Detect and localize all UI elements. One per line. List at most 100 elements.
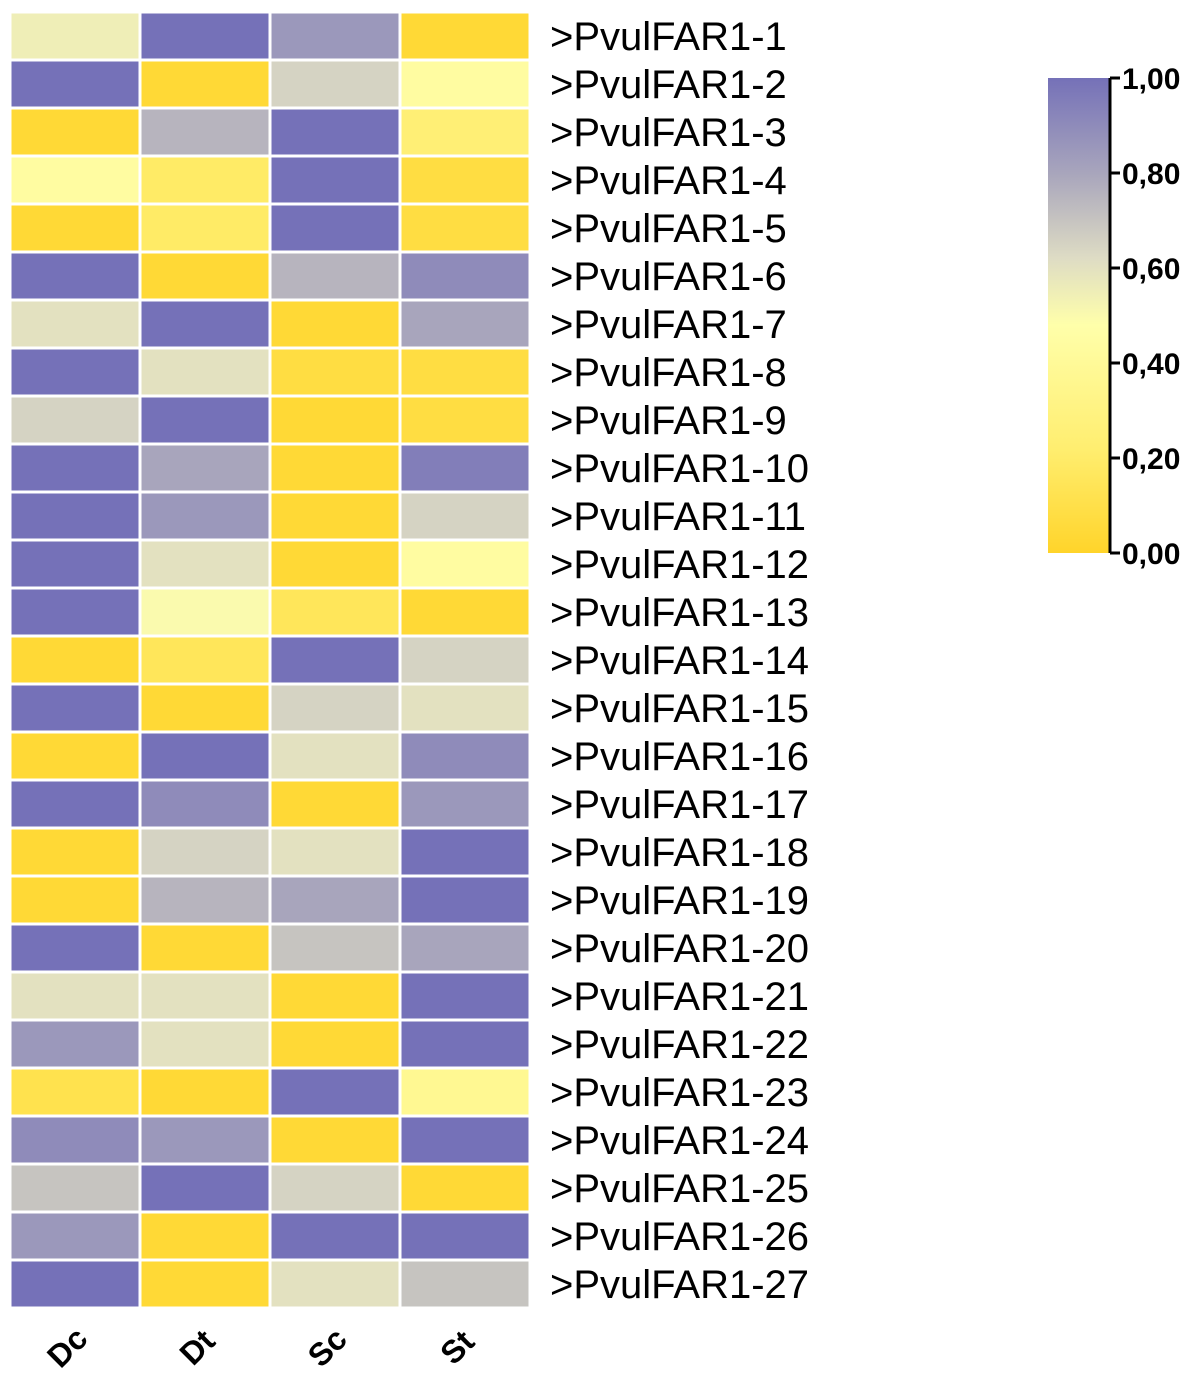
heatmap-cell — [11, 589, 139, 635]
heatmap-cell — [11, 109, 139, 155]
heatmap-cell — [141, 973, 269, 1019]
row-label: >PvulFAR1-8 — [550, 351, 787, 395]
heatmap-cell — [271, 1021, 399, 1067]
legend-color-bar — [1048, 78, 1110, 553]
heatmap-cell — [141, 1213, 269, 1259]
heatmap-cell — [401, 1117, 529, 1163]
row-label: >PvulFAR1-10 — [550, 447, 809, 491]
row-label: >PvulFAR1-19 — [550, 879, 809, 923]
heatmap-cell — [271, 253, 399, 299]
row-label: >PvulFAR1-3 — [550, 111, 787, 155]
heatmap-cell — [141, 493, 269, 539]
heatmap-cell — [11, 1069, 139, 1115]
heatmap-cell — [11, 445, 139, 491]
heatmap-cell — [401, 637, 529, 683]
row-label: >PvulFAR1-6 — [550, 255, 787, 299]
heatmap-cell — [11, 349, 139, 395]
heatmap-cell — [271, 925, 399, 971]
row-label: >PvulFAR1-25 — [550, 1167, 809, 1211]
heatmap-cell — [401, 877, 529, 923]
heatmap-cell — [141, 637, 269, 683]
heatmap-cell — [141, 781, 269, 827]
row-label: >PvulFAR1-21 — [550, 975, 809, 1019]
legend-tick-label: 0,20 — [1122, 443, 1180, 476]
heatmap-cell — [11, 253, 139, 299]
column-labels: Dc Dt Sc St — [40, 1320, 481, 1374]
heatmap-cell — [401, 493, 529, 539]
heatmap-cell — [271, 1117, 399, 1163]
row-label: >PvulFAR1-24 — [550, 1119, 809, 1163]
heatmap-cell — [11, 1021, 139, 1067]
row-label: >PvulFAR1-4 — [550, 159, 787, 203]
heatmap-cell — [271, 157, 399, 203]
heatmap-cell — [11, 781, 139, 827]
heatmap-cell — [141, 13, 269, 59]
heatmap-cell — [271, 445, 399, 491]
row-label: >PvulFAR1-22 — [550, 1023, 809, 1067]
heatmap-cell — [401, 541, 529, 587]
heatmap-cell — [11, 493, 139, 539]
heatmap-cell — [141, 589, 269, 635]
heatmap-cell — [11, 1261, 139, 1307]
row-label: >PvulFAR1-18 — [550, 831, 809, 875]
column-label: St — [433, 1323, 481, 1371]
row-label: >PvulFAR1-1 — [550, 15, 787, 59]
column-label: Sc — [301, 1321, 354, 1374]
heatmap-cell — [141, 157, 269, 203]
heatmap-cell — [401, 685, 529, 731]
heatmap-cell — [271, 1069, 399, 1115]
heatmap-cell — [401, 1213, 529, 1259]
heatmap-cell — [141, 397, 269, 443]
column-label: Dc — [40, 1320, 94, 1374]
heatmap-cell — [141, 733, 269, 779]
heatmap-cell — [401, 253, 529, 299]
heatmap-cell — [11, 1165, 139, 1211]
heatmap-cell — [401, 1261, 529, 1307]
row-label: >PvulFAR1-23 — [550, 1071, 809, 1115]
legend-tick-label: 1,00 — [1122, 63, 1180, 96]
row-label: >PvulFAR1-16 — [550, 735, 809, 779]
heatmap-cell — [401, 445, 529, 491]
heatmap-cell — [141, 541, 269, 587]
heatmap-cell — [271, 733, 399, 779]
color-legend: 0,00 0,20 0,40 0,60 0,80 1,00 — [1048, 63, 1180, 571]
row-label: >PvulFAR1-11 — [550, 495, 806, 539]
heatmap-cell — [141, 301, 269, 347]
row-label: >PvulFAR1-20 — [550, 927, 809, 971]
heatmap-cell — [141, 1069, 269, 1115]
heatmap-cell — [401, 925, 529, 971]
heatmap-cell — [141, 685, 269, 731]
heatmap-cell — [11, 61, 139, 107]
heatmap-cell — [271, 541, 399, 587]
heatmap-cell — [271, 877, 399, 923]
heatmap-cell — [401, 1021, 529, 1067]
heatmap-cell — [11, 925, 139, 971]
heatmap-cell — [141, 61, 269, 107]
row-label: >PvulFAR1-14 — [550, 639, 809, 683]
heatmap-cell — [11, 637, 139, 683]
heatmap-cell — [11, 1213, 139, 1259]
legend-ticks: 0,00 0,20 0,40 0,60 0,80 1,00 — [1110, 63, 1180, 571]
heatmap-cell — [401, 397, 529, 443]
row-label: >PvulFAR1-12 — [550, 543, 809, 587]
heatmap-cell — [271, 205, 399, 251]
row-label: >PvulFAR1-7 — [550, 303, 787, 347]
row-labels: >PvulFAR1-1>PvulFAR1-2>PvulFAR1-3>PvulFA… — [550, 15, 809, 1307]
heatmap-cell — [141, 205, 269, 251]
heatmap-cell — [271, 1165, 399, 1211]
heatmap-cell — [271, 829, 399, 875]
row-label: >PvulFAR1-17 — [550, 783, 809, 827]
heatmap-cell — [271, 637, 399, 683]
heatmap-cell — [11, 205, 139, 251]
heatmap-cell — [141, 109, 269, 155]
heatmap-cell — [401, 301, 529, 347]
heatmap-cell — [401, 973, 529, 1019]
heatmap-cell — [401, 1069, 529, 1115]
row-label: >PvulFAR1-15 — [550, 687, 809, 731]
heatmap-cell — [271, 493, 399, 539]
heatmap-cell — [401, 829, 529, 875]
heatmap-cell — [401, 61, 529, 107]
row-label: >PvulFAR1-27 — [550, 1263, 809, 1307]
legend-tick-label: 0,60 — [1122, 253, 1180, 286]
